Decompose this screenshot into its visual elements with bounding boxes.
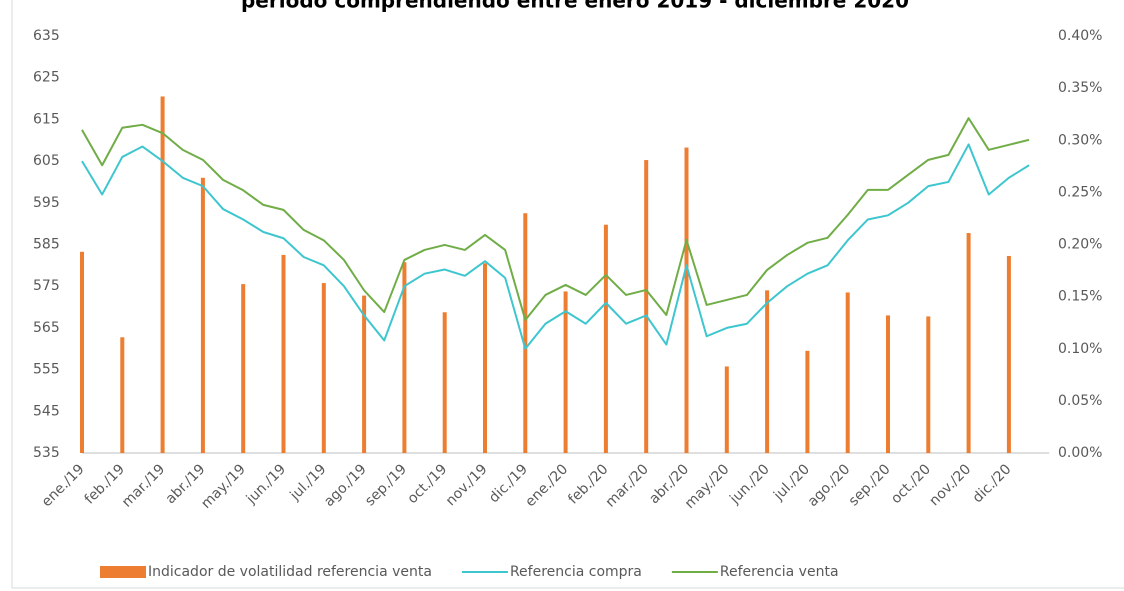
y2-tick-label: 0.05%	[1058, 393, 1102, 409]
line	[81, 143, 1030, 350]
y2-tick-label: 0.30%	[1058, 132, 1102, 148]
bar	[120, 337, 125, 453]
y2-tick-label: 0.15%	[1058, 289, 1102, 305]
chart-border	[11, 0, 1124, 589]
bar	[523, 213, 528, 453]
y-tick-label: 545	[33, 403, 60, 419]
bar	[321, 283, 326, 453]
y2-tick-label: 0.25%	[1058, 184, 1102, 200]
bar	[886, 315, 890, 453]
y-tick-label: 635	[33, 28, 60, 44]
bar	[805, 350, 810, 453]
y-tick-label: 605	[33, 153, 60, 169]
bar	[926, 316, 931, 453]
line	[81, 117, 1030, 321]
bar	[845, 292, 850, 453]
bar	[644, 160, 649, 453]
y2-tick-label: 0.40%	[1058, 28, 1102, 44]
bar	[1006, 255, 1011, 453]
legend-label: Referencia compra	[510, 564, 642, 580]
y2-tick-label: 0.35%	[1058, 80, 1102, 96]
y-tick-label: 625	[33, 70, 60, 86]
bar	[402, 262, 407, 453]
bar	[80, 251, 84, 453]
bar	[724, 366, 729, 453]
bar	[765, 290, 770, 453]
bar	[281, 254, 286, 453]
bar	[362, 295, 367, 453]
y2-tick-label: 0.10%	[1058, 341, 1102, 357]
bar	[200, 177, 205, 453]
y-tick-label: 595	[33, 195, 60, 211]
bar	[241, 284, 246, 453]
y-tick-label: 535	[33, 445, 60, 461]
y-tick-label: 615	[33, 111, 60, 127]
bar	[603, 224, 608, 453]
legend-label: Indicador de volatilidad referencia vent…	[148, 564, 432, 580]
y-tick-label: 585	[33, 237, 60, 253]
y2-tick-label: 0.00%	[1058, 445, 1102, 461]
bar	[483, 263, 487, 453]
bar	[442, 312, 447, 453]
bar	[160, 96, 165, 453]
bar	[966, 233, 971, 453]
bar	[563, 291, 568, 453]
chart-title: periodo comprendiendo entre enero 2019 -…	[241, 0, 909, 13]
y-tick-label: 565	[33, 320, 60, 336]
legend-label: Referencia venta	[720, 564, 839, 580]
legend-swatch	[100, 566, 146, 578]
y-tick-label: 555	[33, 362, 60, 378]
y-tick-label: 575	[33, 278, 60, 294]
y2-tick-label: 0.20%	[1058, 237, 1102, 253]
bar	[684, 147, 689, 454]
